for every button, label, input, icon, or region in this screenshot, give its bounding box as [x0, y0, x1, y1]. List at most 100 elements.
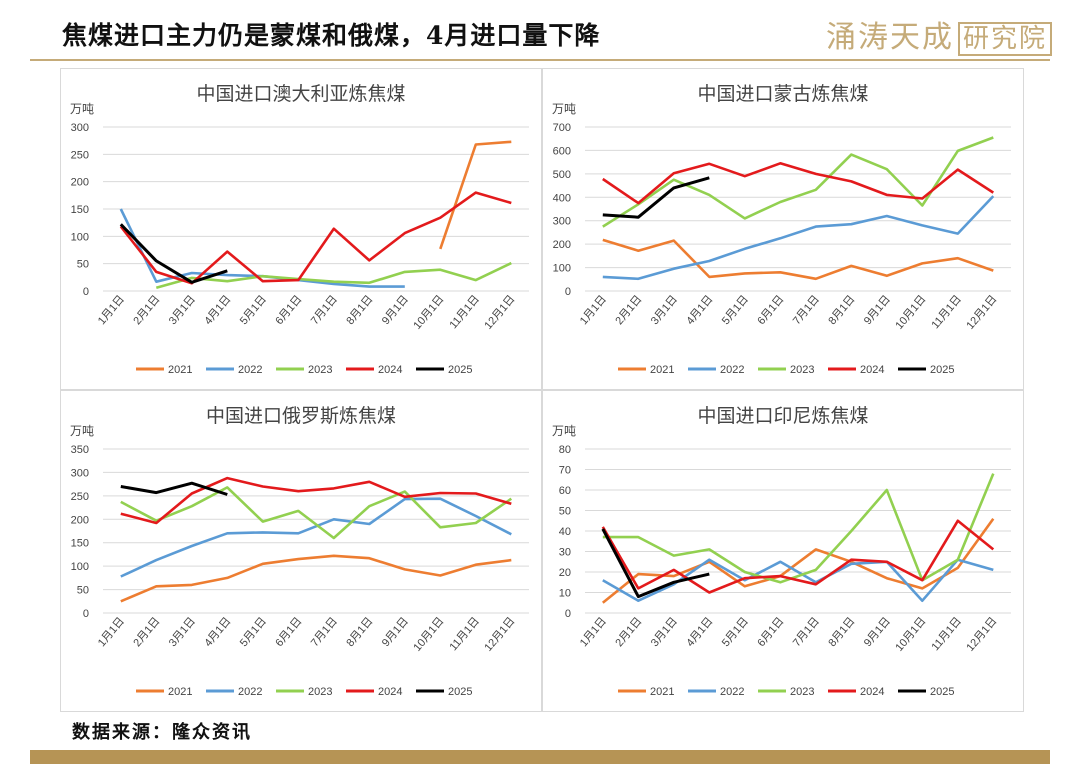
legend-label: 2022 [238, 364, 262, 376]
x-tick-label: 9月1日 [380, 615, 411, 649]
y-tick-label: 50 [559, 506, 571, 518]
series-line-2024 [119, 191, 512, 285]
x-tick-label: 5月1日 [720, 293, 751, 327]
x-tick-label: 7月1日 [309, 615, 340, 649]
x-tick-label: 7月1日 [309, 293, 340, 327]
y-unit-label: 万吨 [70, 102, 94, 116]
legend-label: 2022 [238, 686, 262, 698]
legend-label: 2024 [860, 364, 884, 376]
x-tick-label: 6月1日 [273, 293, 304, 327]
x-tick-label: 4月1日 [202, 615, 233, 649]
x-tick-label: 3月1日 [167, 615, 198, 649]
y-tick-label: 10 [559, 588, 571, 600]
x-tick-label: 2月1日 [613, 293, 644, 327]
y-tick-label: 600 [553, 145, 571, 157]
x-tick-label: 10月1日 [411, 293, 446, 332]
x-tick-label: 11月1日 [447, 615, 482, 653]
footer-bar [30, 750, 1050, 764]
x-tick-label: 7月1日 [791, 615, 822, 649]
data-source: 数据来源：隆众资讯 [72, 722, 252, 743]
x-tick-label: 9月1日 [862, 293, 893, 327]
x-tick-label: 10月1日 [411, 615, 446, 654]
header-divider [30, 59, 1050, 61]
x-tick-label: 2月1日 [613, 615, 644, 649]
x-tick-label: 4月1日 [684, 615, 715, 649]
y-tick-label: 20 [559, 567, 571, 579]
chart-panel-russia: 中国进口俄罗斯炼焦煤 万吨 0 50 100 150 200 250 300 350 1月1日 2月1… [60, 390, 542, 712]
chart-title: 中国进口蒙古炼焦煤 [697, 83, 868, 105]
y-tick-label: 350 [71, 444, 89, 456]
series-line-2021 [439, 140, 512, 250]
x-tick-label: 5月1日 [238, 615, 269, 649]
x-tick-label: 12月1日 [482, 293, 517, 332]
series-line-2021 [120, 554, 512, 603]
y-tick-label: 50 [77, 585, 89, 597]
x-tick-label: 11月1日 [929, 293, 964, 331]
x-tick-label: 5月1日 [720, 615, 751, 649]
x-tick-label: 3月1日 [649, 615, 680, 649]
y-tick-label: 100 [553, 263, 571, 275]
chart-panel-indonesia: 中国进口印尼炼焦煤 万吨 0 10 20 30 40 50 60 70 80 1月1日 2月1日 3月1日… [542, 390, 1024, 712]
y-tick-label: 40 [559, 526, 571, 538]
y-tick-label: 100 [71, 561, 89, 573]
x-tick-label: 3月1日 [167, 293, 198, 327]
y-tick-label: 70 [559, 465, 571, 477]
series-line-2025 [120, 481, 228, 496]
y-tick-label: 300 [71, 467, 89, 479]
series-line-2025 [602, 176, 710, 219]
legend-label: 2023 [790, 686, 814, 698]
page-title: 焦煤进口主力仍是蒙煤和俄煤，4月进口量下降 [62, 21, 601, 50]
x-tick-label: 8月1日 [826, 615, 857, 649]
y-tick-label: 300 [553, 216, 571, 228]
x-tick-label: 8月1日 [826, 293, 857, 327]
y-tick-label: 0 [83, 608, 89, 620]
x-tick-label: 7月1日 [791, 293, 822, 327]
legend-label: 2024 [378, 686, 402, 698]
y-tick-label: 700 [553, 122, 571, 134]
y-tick-label: 0 [565, 286, 571, 298]
legend-label: 2021 [168, 686, 192, 698]
y-tick-label: 300 [71, 122, 89, 134]
y-tick-label: 0 [565, 608, 571, 620]
x-tick-label: 9月1日 [862, 615, 893, 649]
series-line-2024 [120, 476, 512, 525]
y-tick-label: 200 [71, 514, 89, 526]
y-tick-label: 200 [553, 239, 571, 251]
x-tick-label: 11月1日 [929, 615, 964, 653]
chart-panel-mongolia: 中国进口蒙古炼焦煤 万吨 0 100 200 300 400 500 600 700 1月1日 2月1… [542, 68, 1024, 390]
x-tick-label: 2月1日 [131, 615, 162, 649]
x-tick-label: 12月1日 [482, 615, 517, 654]
y-tick-label: 50 [77, 259, 89, 271]
series-line-2023 [602, 473, 995, 584]
x-tick-label: 1月1日 [578, 293, 609, 327]
x-tick-label: 6月1日 [273, 615, 304, 649]
legend-label: 2021 [168, 364, 192, 376]
x-tick-label: 11月1日 [447, 293, 482, 331]
x-tick-label: 6月1日 [755, 293, 786, 327]
x-tick-label: 4月1日 [684, 293, 715, 327]
y-tick-label: 250 [71, 491, 89, 503]
x-tick-label: 12月1日 [964, 615, 999, 654]
series-line-2025 [119, 223, 228, 284]
legend-label: 2022 [720, 364, 744, 376]
series-line-2023 [602, 136, 994, 228]
x-tick-label: 10月1日 [893, 615, 928, 654]
x-tick-label: 6月1日 [755, 615, 786, 649]
x-tick-label: 1月1日 [578, 615, 609, 649]
legend-label: 2024 [860, 686, 884, 698]
series-line-2024 [602, 162, 995, 205]
y-tick-label: 400 [553, 192, 571, 204]
series-line-2022 [602, 558, 994, 602]
series-line-2023 [155, 261, 512, 289]
y-tick-label: 150 [71, 538, 89, 550]
legend-label: 2025 [448, 364, 472, 376]
series-line-2021 [601, 517, 995, 604]
y-tick-label: 500 [553, 169, 571, 181]
legend-label: 2025 [930, 364, 954, 376]
legend-label: 2024 [378, 364, 402, 376]
y-tick-label: 150 [71, 204, 89, 216]
legend-label: 2023 [308, 364, 332, 376]
